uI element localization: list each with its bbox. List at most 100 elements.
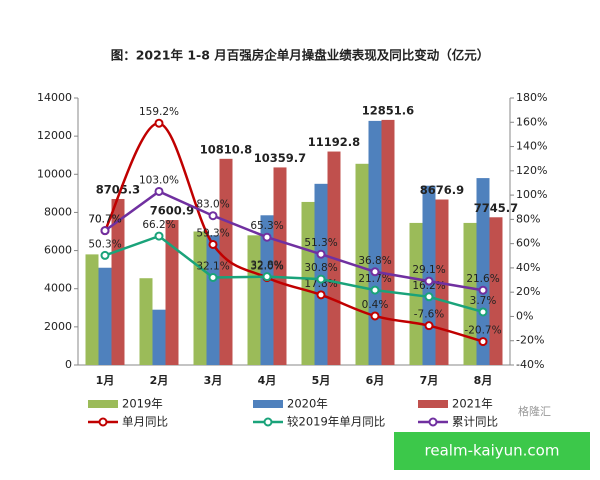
point-label: 83.0%	[196, 199, 229, 211]
bar	[85, 254, 99, 365]
y-tick-label: 8000	[44, 205, 72, 218]
x-tick-label: 1月	[96, 374, 115, 387]
y2-tick-label: 40%	[516, 261, 540, 274]
bar-label: 8705.3	[96, 182, 140, 196]
point-label: 50.3%	[88, 238, 121, 250]
point	[208, 272, 218, 282]
bar	[152, 309, 166, 365]
legend-label: 2019年	[122, 397, 163, 411]
point	[262, 232, 272, 242]
bar	[273, 167, 287, 365]
y2-tick-label: 20%	[516, 285, 540, 298]
bar-label: 10359.7	[254, 151, 306, 165]
y-tick-label: 2000	[44, 320, 72, 333]
point-label: -7.6%	[414, 309, 444, 321]
legend-label: 2020年	[287, 397, 328, 411]
y2-tick-label: 120%	[516, 164, 547, 177]
point	[370, 267, 380, 277]
x-tick-label: 8月	[474, 374, 493, 387]
y2-tick-label: 160%	[516, 115, 547, 128]
site-text: realm-kaiyun.com	[425, 442, 560, 460]
point	[208, 239, 218, 249]
point	[478, 337, 488, 347]
legend-label: 较2019年单月同比	[287, 415, 385, 429]
point-label: 51.3%	[304, 237, 337, 249]
legend-swatch	[418, 400, 448, 408]
point-label: 59.3%	[196, 227, 229, 239]
point	[424, 276, 434, 286]
bar	[422, 185, 436, 365]
y-tick-label: 10000	[37, 167, 72, 180]
bar	[206, 235, 220, 365]
point-label: 70.7%	[88, 214, 121, 226]
y-tick-label: 14000	[37, 91, 72, 104]
y2-tick-label: -20%	[516, 334, 544, 347]
legend-label: 2021年	[452, 397, 493, 411]
bar	[368, 120, 382, 365]
bar	[381, 119, 395, 365]
bar	[165, 220, 179, 365]
legend-swatch	[88, 400, 118, 408]
point-label: 36.8%	[358, 255, 391, 267]
point-label: 70.7%	[88, 214, 121, 226]
x-tick-label: 4月	[258, 374, 277, 387]
x-tick-label: 3月	[204, 374, 223, 387]
point-label: 32.1%	[196, 260, 229, 272]
bar-label: 12851.6	[362, 103, 414, 117]
y2-tick-label: 100%	[516, 188, 547, 201]
point	[370, 285, 380, 295]
legend-marker	[428, 417, 438, 427]
point	[100, 250, 110, 260]
y2-tick-label: 180%	[516, 91, 547, 104]
point-label: 30.8%	[304, 262, 337, 274]
point-label: 21.6%	[466, 273, 499, 285]
point	[370, 311, 380, 321]
x-tick-label: 2月	[150, 374, 169, 387]
site-banner	[394, 432, 590, 470]
point-label: 103.0%	[139, 174, 179, 186]
point-label: 32.0%	[250, 261, 283, 273]
y-tick-label: 4000	[44, 282, 72, 295]
line	[104, 234, 484, 314]
legend-marker	[263, 417, 273, 427]
point	[100, 226, 110, 236]
bar	[139, 278, 153, 365]
x-tick-label: 7月	[420, 374, 439, 387]
point-label: 65.3%	[250, 220, 283, 232]
point	[316, 249, 326, 259]
bar-label: 8676.9	[420, 183, 464, 197]
bar	[98, 267, 112, 365]
y2-tick-label: 0%	[516, 309, 533, 322]
point	[316, 290, 326, 300]
legend-label: 单月同比	[122, 415, 168, 429]
point	[316, 274, 326, 284]
bar	[314, 183, 328, 365]
point	[154, 118, 164, 128]
y2-tick-label: 140%	[516, 140, 547, 153]
y2-tick-label: -40%	[516, 358, 544, 371]
point	[424, 321, 434, 331]
chart-title: 图：2021年 1-8 月百强房企单月操盘业绩表现及同比变动（亿元）	[111, 48, 490, 63]
y-tick-label: 6000	[44, 244, 72, 257]
point-label: 3.7%	[470, 295, 497, 307]
bar-label: 11192.8	[308, 135, 360, 149]
bar	[463, 222, 477, 365]
y2-tick-label: 60%	[516, 237, 540, 250]
point	[154, 231, 164, 241]
bar-label: 7745.7	[474, 201, 518, 215]
bar	[219, 158, 233, 365]
bar	[301, 201, 315, 365]
x-tick-label: 6月	[366, 374, 385, 387]
legend-marker	[98, 417, 108, 427]
point-label: 29.1%	[412, 264, 445, 276]
point-label: 21.7%	[358, 273, 391, 285]
point	[208, 211, 218, 221]
bar	[489, 217, 503, 365]
logo: 格隆汇	[518, 404, 551, 418]
bar	[260, 215, 274, 365]
bar	[476, 178, 490, 365]
bar	[247, 235, 261, 365]
point	[154, 186, 164, 196]
y2-tick-label: 80%	[516, 212, 540, 225]
legend-label: 累计同比	[452, 415, 498, 429]
